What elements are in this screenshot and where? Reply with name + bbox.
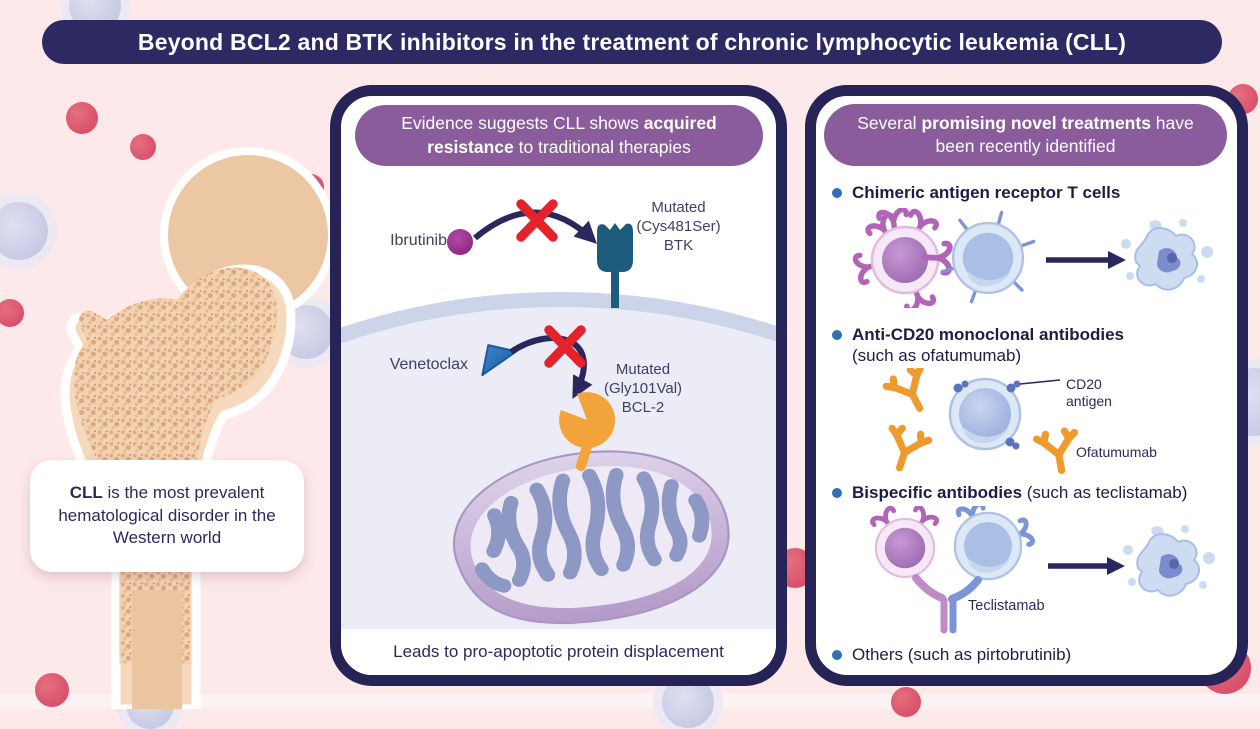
red-blood-cell — [891, 687, 921, 717]
title-banner: Beyond BCL2 and BTK inhibitors in the tr… — [42, 20, 1222, 64]
mutated-bcl2-label: Mutated (Gly101Val) BCL-2 — [603, 361, 683, 416]
label-line — [1019, 379, 1061, 385]
t-cell-icon — [871, 506, 938, 579]
bispecific-illustration — [832, 506, 1216, 634]
teclistamab-label: Teclistamab — [968, 598, 1045, 614]
leukemia-cell-icon — [948, 377, 1022, 451]
ibrutinib-molecule-icon — [447, 229, 473, 255]
antibody-icon — [885, 368, 937, 417]
red-x-icon — [544, 325, 586, 368]
bullet-dot-icon — [832, 330, 842, 340]
red-blood-cell — [66, 102, 98, 134]
bullet-dot-icon — [832, 650, 842, 660]
venetoclax-molecule-icon — [481, 344, 518, 377]
resistance-panel-footer: Leads to pro-apoptotic protein displacem… — [341, 629, 776, 675]
cd20-antigen-label: CD20 antigen — [1066, 376, 1112, 409]
cll-fact-box: CLL is the most prevalent hematological … — [30, 460, 304, 572]
bullet-bispecific: Bispecific antibodies (such as teclistam… — [832, 482, 1187, 503]
cd20-illustration — [862, 368, 1222, 478]
btk-receptor-icon — [597, 223, 633, 308]
background-bottom-band — [0, 694, 1260, 709]
leukemia-cell-icon — [953, 506, 1033, 581]
bullet-others: Others (such as pirtobrutinib) — [832, 644, 1071, 665]
red-blood-cell — [130, 134, 156, 160]
resistance-diagram — [447, 199, 730, 625]
bone-marrow-illustration — [60, 147, 330, 709]
red-blood-cell — [35, 673, 69, 707]
cll-fact-text: CLL is the most prevalent hematological … — [58, 482, 276, 548]
lysed-cell-icon — [1120, 218, 1214, 291]
car-t-cell-illustration — [836, 208, 1214, 308]
novel-treatments-panel: Several promising novel treatments have … — [805, 85, 1248, 686]
red-x-icon — [516, 199, 558, 242]
antibody-icon — [1036, 429, 1080, 473]
bullet-dot-icon — [832, 188, 842, 198]
antibody-icon — [881, 425, 929, 473]
ibrutinib-label: Ibrutinib — [390, 232, 447, 249]
white-blood-cell — [0, 202, 48, 260]
bullet-car-t: Chimeric antigen receptor T cells — [832, 182, 1120, 203]
cd20-antigen-icon — [953, 380, 1021, 450]
mitochondria-illustration — [453, 450, 730, 625]
arrow-icon — [1048, 557, 1125, 575]
page-title: Beyond BCL2 and BTK inhibitors in the tr… — [137, 28, 1127, 55]
treatments-panel-header: Several promising novel treatments have … — [824, 104, 1227, 166]
lysed-cell-icon — [1122, 524, 1216, 597]
leukemia-cell-icon — [940, 210, 1036, 304]
arrow-icon — [1046, 251, 1126, 269]
bullet-anti-cd20: Anti-CD20 monoclonal antibodies (such as … — [832, 324, 1124, 366]
teclistamab-antibody-icon — [912, 574, 982, 634]
mutated-btk-label: Mutated (Cys481Ser) BTK — [636, 199, 721, 254]
ofatumumab-label: Ofatumumab — [1076, 444, 1157, 460]
resistance-panel: Evidence suggests CLL shows acquired res… — [330, 85, 787, 686]
resistance-panel-header: Evidence suggests CLL shows acquired res… — [355, 105, 763, 166]
venetoclax-label: Venetoclax — [389, 356, 468, 373]
red-blood-cell — [0, 299, 24, 327]
bcl2-protein-icon — [559, 392, 616, 471]
bullet-dot-icon — [832, 488, 842, 498]
